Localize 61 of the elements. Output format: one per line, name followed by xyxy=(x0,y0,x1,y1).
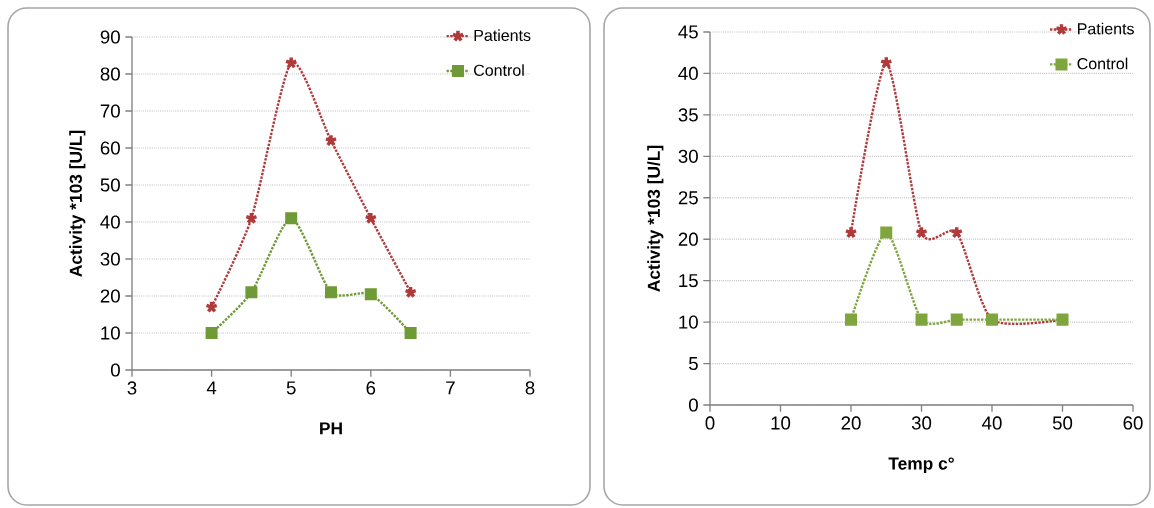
point xyxy=(845,313,857,326)
y-tick-label: 10 xyxy=(679,315,698,329)
x-tick-label: 20 xyxy=(841,416,861,430)
y-tick-label: 40 xyxy=(100,215,120,229)
y-tick-label: 20 xyxy=(100,289,120,303)
x-tick-label: 50 xyxy=(1052,416,1073,430)
point xyxy=(949,225,964,239)
x-tick-label: 60 xyxy=(1123,416,1143,430)
point xyxy=(204,300,219,314)
point xyxy=(404,327,417,339)
point xyxy=(364,288,377,301)
y-tick-label: 15 xyxy=(679,274,698,288)
y-tick-label: 30 xyxy=(678,149,698,163)
legend-label: Patients xyxy=(474,29,531,42)
point xyxy=(245,286,258,299)
y-tick-label: 70 xyxy=(100,104,120,118)
y-tick-label: 5 xyxy=(689,357,698,371)
point xyxy=(284,55,299,69)
y-tick-label: 10 xyxy=(101,326,120,340)
x-tick-label: 10 xyxy=(771,416,791,430)
point xyxy=(363,211,378,225)
point xyxy=(324,133,338,147)
point xyxy=(844,225,858,239)
point xyxy=(880,226,893,239)
y-tick-label: 35 xyxy=(678,108,698,122)
point xyxy=(914,225,929,239)
point xyxy=(403,285,418,299)
y-axis-title: Activity *103 [U/L] xyxy=(69,130,86,277)
point xyxy=(244,211,259,225)
x-tick-label: 5 xyxy=(286,381,296,395)
x-axis-title: Temp c° xyxy=(888,457,954,474)
point xyxy=(325,286,337,299)
x-tick-label: 6 xyxy=(366,381,376,395)
y-tick-label: 80 xyxy=(100,67,120,81)
x-tick-label: 40 xyxy=(982,416,1002,430)
y-tick-label: 0 xyxy=(110,363,120,377)
legend-label: Control xyxy=(1077,57,1128,70)
point xyxy=(205,327,218,339)
y-tick-label: 45 xyxy=(678,25,698,39)
y-tick-label: 60 xyxy=(100,141,120,155)
x-tick-label: 4 xyxy=(206,381,217,395)
y-tick-label: 25 xyxy=(678,191,698,205)
y-tick-label: 20 xyxy=(678,232,698,246)
y-tick-label: 40 xyxy=(678,66,698,81)
legend-label: Patients xyxy=(1078,22,1134,35)
point xyxy=(915,313,928,326)
x-tick-label: 8 xyxy=(525,381,535,395)
y-tick-label: 90 xyxy=(100,30,120,44)
x-tick-label: 7 xyxy=(446,381,455,395)
x-tick-label: 3 xyxy=(127,381,137,395)
x-axis-title: PH xyxy=(320,422,342,435)
point xyxy=(879,55,894,69)
y-axis-title: Activity *103 [U/L] xyxy=(647,145,664,292)
point xyxy=(285,212,298,225)
x-tick-label: 30 xyxy=(911,416,932,430)
x-tick-label: 0 xyxy=(705,416,715,430)
y-tick-label: 0 xyxy=(688,398,698,412)
y-tick-label: 30 xyxy=(100,252,120,266)
y-tick-label: 50 xyxy=(100,178,120,192)
legend-label: Control xyxy=(474,64,524,76)
point xyxy=(950,313,963,326)
